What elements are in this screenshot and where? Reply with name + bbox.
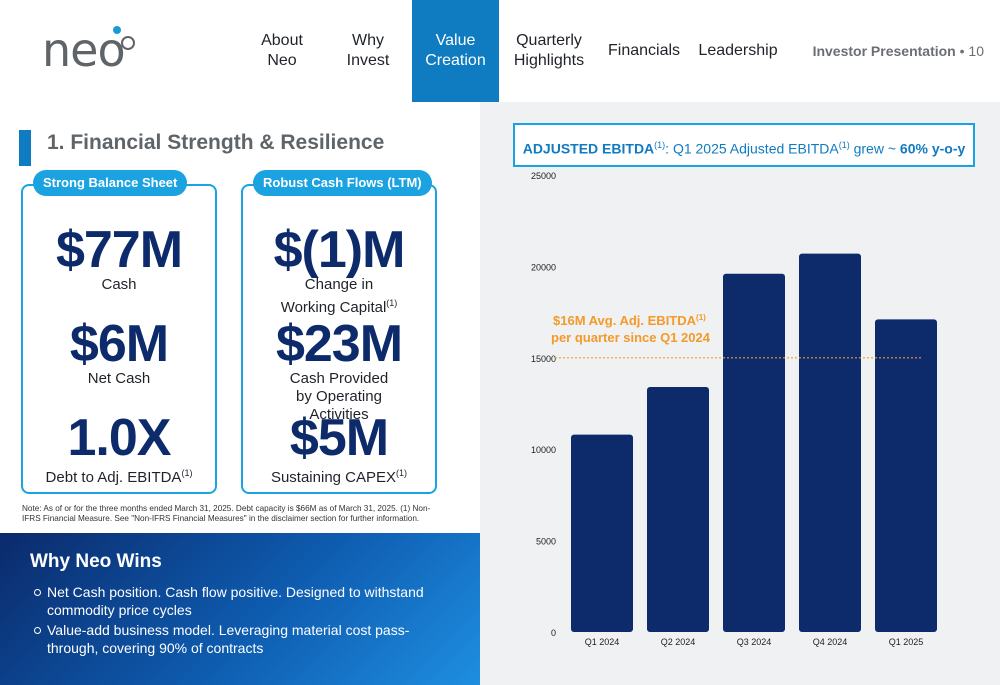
- nav-quarterly-highlights[interactable]: Quarterly Highlights: [513, 32, 585, 69]
- x-tick-label: Q2 2024: [661, 637, 696, 647]
- page-number: 10: [968, 43, 984, 59]
- stat-value: $23M: [275, 315, 403, 373]
- stat-working-capital: $(1)M Change in Working Capital(1): [241, 224, 437, 317]
- ebitda-highlight: 60% y-o-y: [899, 140, 966, 157]
- footnote-marker: (1): [386, 298, 398, 308]
- x-tick-label: Q4 2024: [813, 637, 848, 647]
- x-tick-label: Q1 2024: [585, 637, 620, 647]
- average-annotation: per quarter since Q1 2024: [551, 330, 711, 345]
- stat-value: $77M: [55, 221, 183, 279]
- why-item: Net Cash position. Cash flow positive. D…: [34, 583, 447, 619]
- bar: [875, 319, 937, 632]
- y-tick-label: 5000: [536, 537, 556, 547]
- logo-ring: [121, 36, 135, 50]
- footnote-marker: (1): [181, 468, 193, 478]
- why-item: Value-add business model. Leveraging mat…: [34, 621, 447, 657]
- x-tick-label: Q1 2025: [889, 637, 924, 647]
- balance-sheet-label: Strong Balance Sheet: [33, 170, 188, 196]
- bar: [799, 253, 861, 632]
- stat-label: Net Cash: [87, 370, 151, 387]
- stat-label: Debt to Adj. EBITDA(1): [21, 464, 217, 487]
- ebitda-headline: ADJUSTED EBITDA(1): Q1 2025 Adjusted EBI…: [513, 123, 975, 167]
- why-list: Net Cash position. Cash flow positive. D…: [34, 583, 447, 659]
- stat-label-text: Debt to Adj. EBITDA: [45, 469, 182, 486]
- cash-flows-label: Robust Cash Flows (LTM): [253, 170, 432, 196]
- logo-text: neo: [42, 23, 126, 77]
- top-nav: About Neo Why Invest Value Creation Quar…: [240, 0, 787, 102]
- y-tick-label: 20000: [531, 262, 556, 272]
- stat-operating-cash: $23M Cash Provided by Operating Activiti…: [241, 318, 437, 424]
- stat-value: $5M: [289, 409, 389, 467]
- average-annotation: $16M Avg. Adj. EBITDA(1): [553, 313, 706, 328]
- y-tick-label: 0: [551, 628, 556, 638]
- nav-about-neo[interactable]: About Neo: [261, 32, 303, 69]
- nav-leadership[interactable]: Leadership: [698, 42, 778, 59]
- stat-value: $(1)M: [273, 221, 406, 279]
- ebitda-label: ADJUSTED EBITDA: [522, 140, 655, 157]
- y-tick-label: 25000: [531, 171, 556, 181]
- section-accent-bar: [19, 130, 31, 166]
- section-title: 1. Financial Strength & Resilience: [47, 131, 385, 154]
- footnote-marker: (1): [654, 140, 666, 150]
- nav-value-creation[interactable]: Value Creation: [412, 0, 499, 102]
- ebitda-text1: : Q1 2025 Adjusted EBITDA: [665, 140, 839, 157]
- footnote: Note: As of or for the three months ende…: [22, 504, 431, 523]
- bar: [723, 273, 785, 632]
- why-title: Why Neo Wins: [30, 551, 162, 572]
- neo-logo: neo: [42, 24, 138, 76]
- stat-label: Cash: [101, 276, 137, 293]
- stat-label: Sustaining CAPEX(1): [241, 464, 437, 487]
- stat-debt-ebitda: 1.0X Debt to Adj. EBITDA(1): [21, 412, 217, 487]
- stat-value: $6M: [69, 315, 169, 373]
- stat-cash: $77M Cash: [21, 224, 217, 294]
- stat-label-text: Sustaining CAPEX: [270, 469, 397, 486]
- y-tick-label: 15000: [531, 354, 556, 364]
- stat-net-cash: $6M Net Cash: [21, 318, 217, 388]
- presentation-title: Investor Presentation: [812, 43, 956, 59]
- ebitda-bar-chart: 0 5000 10000 15000 20000 25000 Q1 2024 Q2 2024 Q…: [531, 171, 937, 647]
- stat-label-text: Change in Working Capital: [280, 276, 387, 316]
- nav-why-invest[interactable]: Why Invest: [346, 32, 390, 69]
- y-tick-label: 10000: [531, 445, 556, 455]
- stat-sustaining-capex: $5M Sustaining CAPEX(1): [241, 412, 437, 487]
- stat-value: 1.0X: [67, 409, 172, 467]
- ebitda-text2: grew ~: [849, 140, 900, 157]
- why-neo-wins-panel: Why Neo Wins Net Cash position. Cash flo…: [0, 533, 480, 685]
- footnote-marker: (1): [696, 313, 706, 322]
- stat-label: Cash Provided by Operating Activities: [289, 370, 389, 423]
- footnote-marker: (1): [838, 140, 850, 150]
- bar: [647, 387, 709, 632]
- footnote-marker: (1): [396, 468, 408, 478]
- page-info: Investor Presentation • 10: [813, 43, 984, 59]
- x-tick-label: Q3 2024: [737, 637, 772, 647]
- page-separator: •: [955, 43, 969, 59]
- bar: [571, 434, 633, 632]
- logo-dot: [113, 26, 121, 34]
- nav-financials[interactable]: Financials: [607, 42, 681, 59]
- stat-label: Change in Working Capital(1): [241, 276, 437, 317]
